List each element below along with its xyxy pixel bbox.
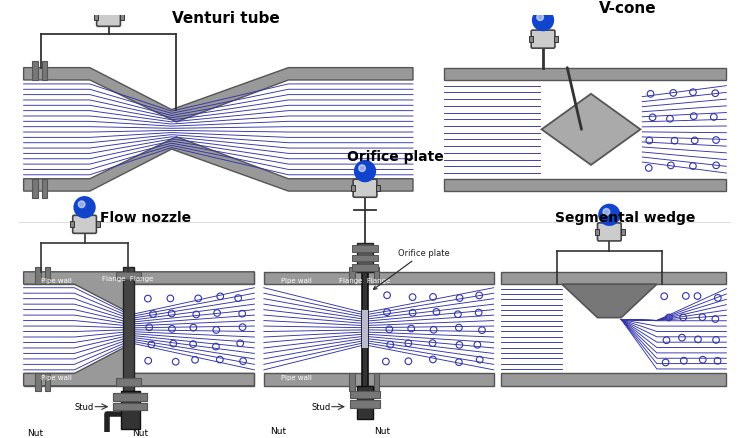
Text: Flow nozzle: Flow nozzle <box>100 211 191 225</box>
Bar <box>23 374 254 386</box>
Text: Pipe wall: Pipe wall <box>281 374 312 380</box>
Bar <box>554 37 558 43</box>
Circle shape <box>358 166 365 172</box>
Text: Nut: Nut <box>374 426 390 435</box>
Bar <box>362 311 368 348</box>
Text: Orifice plate: Orifice plate <box>346 149 443 163</box>
Bar <box>42 179 47 198</box>
Polygon shape <box>23 138 413 192</box>
Text: Stud: Stud <box>311 402 331 411</box>
Bar <box>23 272 254 285</box>
Polygon shape <box>542 95 640 166</box>
Bar <box>94 15 98 21</box>
FancyBboxPatch shape <box>97 9 121 27</box>
Text: V-cone: V-cone <box>598 1 656 16</box>
Bar <box>350 391 380 398</box>
Bar <box>44 374 50 391</box>
Bar <box>358 244 373 272</box>
Bar <box>121 391 140 428</box>
Text: Stud: Stud <box>75 402 94 411</box>
Circle shape <box>355 161 376 182</box>
Bar <box>376 186 380 192</box>
Circle shape <box>532 11 554 32</box>
Bar <box>621 230 625 235</box>
Text: Segmental wedge: Segmental wedge <box>555 211 695 225</box>
FancyBboxPatch shape <box>73 216 97 234</box>
Bar <box>501 272 727 285</box>
Bar <box>352 246 378 252</box>
Bar <box>113 403 148 410</box>
Bar <box>113 393 148 401</box>
Polygon shape <box>23 68 413 123</box>
Bar <box>529 37 532 43</box>
Polygon shape <box>23 346 254 386</box>
Bar <box>362 265 368 393</box>
Bar <box>113 393 148 401</box>
Text: Flange  Flange: Flange Flange <box>102 276 153 282</box>
Bar <box>264 374 494 386</box>
Circle shape <box>603 209 610 216</box>
Bar <box>42 62 47 81</box>
Bar <box>374 268 380 285</box>
Text: Nut: Nut <box>132 428 148 437</box>
Text: Flange  Flange: Flange Flange <box>340 278 391 284</box>
Bar <box>501 374 727 386</box>
Circle shape <box>102 0 109 4</box>
Bar <box>444 179 727 192</box>
Bar <box>70 222 74 228</box>
Bar <box>32 179 38 198</box>
Bar <box>123 268 134 391</box>
Bar <box>595 230 599 235</box>
Text: Venturi tube: Venturi tube <box>172 11 280 26</box>
Text: Pipe wall: Pipe wall <box>40 278 71 284</box>
Bar <box>116 272 141 280</box>
Text: Orifice plate: Orifice plate <box>374 248 450 290</box>
Text: Pipe wall: Pipe wall <box>40 374 71 380</box>
Circle shape <box>78 201 85 208</box>
Circle shape <box>599 205 619 226</box>
Polygon shape <box>23 272 254 312</box>
Bar <box>120 15 124 21</box>
Bar <box>352 265 378 271</box>
Bar <box>32 62 38 81</box>
Bar <box>349 374 355 391</box>
Polygon shape <box>562 285 657 318</box>
Bar <box>350 400 380 408</box>
Bar <box>264 272 494 285</box>
Bar <box>358 386 373 419</box>
Text: Nut: Nut <box>270 426 286 435</box>
Bar <box>113 403 148 410</box>
Bar <box>352 255 378 262</box>
Bar <box>116 378 141 386</box>
Text: Pipe wall: Pipe wall <box>281 278 312 284</box>
Bar <box>35 268 40 285</box>
Bar <box>351 186 355 192</box>
Circle shape <box>74 198 95 218</box>
Bar <box>35 374 40 391</box>
Circle shape <box>537 15 544 21</box>
Bar <box>349 268 355 285</box>
Text: Nut: Nut <box>27 428 43 437</box>
FancyBboxPatch shape <box>531 31 555 49</box>
Bar <box>374 374 380 391</box>
FancyBboxPatch shape <box>598 223 621 241</box>
FancyBboxPatch shape <box>353 180 377 198</box>
Circle shape <box>98 0 119 14</box>
Bar <box>444 68 727 81</box>
Bar <box>96 222 100 228</box>
Bar <box>44 268 50 285</box>
